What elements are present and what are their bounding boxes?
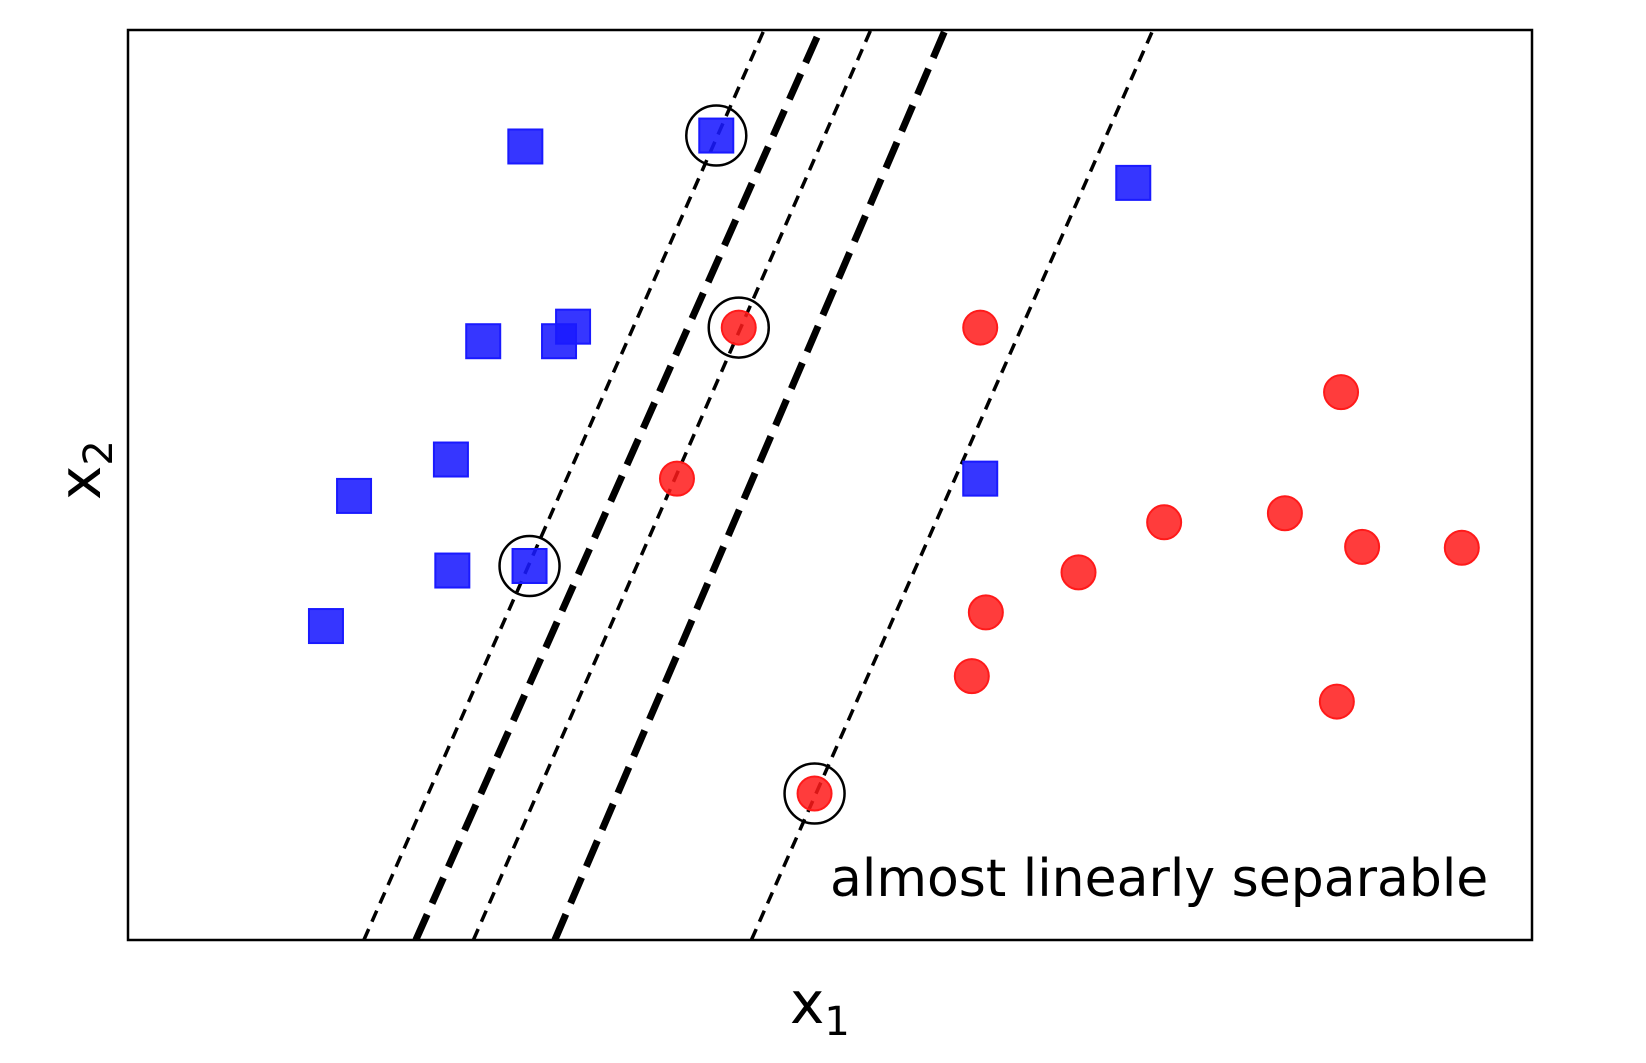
boundary-line-decision-b <box>551 30 949 940</box>
data-point-circle <box>1060 554 1097 591</box>
data-points <box>307 117 1480 812</box>
x-axis-label: x1 <box>790 969 850 1045</box>
data-point-circle <box>1443 529 1480 566</box>
data-point-square <box>465 323 502 360</box>
data-point-circle <box>1318 683 1355 720</box>
data-point-circle <box>967 594 1004 631</box>
data-point-square <box>511 547 548 584</box>
plot-frame <box>126 28 1534 942</box>
data-point-circle <box>962 309 999 346</box>
support-vector-ring <box>707 296 770 359</box>
boundary-line-decision-a <box>412 30 824 940</box>
x-axis-label-base: x <box>790 969 824 1037</box>
y-axis-label-base: x <box>46 466 114 500</box>
annotation-text: almost linearly separable <box>830 849 1488 909</box>
data-point-circle <box>1323 374 1360 411</box>
data-point-square <box>432 441 469 478</box>
data-point-square <box>507 128 544 165</box>
support-vector-ring <box>498 534 561 598</box>
y-axis-label-subscript: 2 <box>76 440 122 465</box>
data-point-square <box>1115 164 1152 201</box>
data-point-circle <box>1146 504 1183 541</box>
data-point-circle <box>796 775 833 812</box>
support-vector-ring <box>685 104 748 167</box>
data-point-circle <box>953 658 990 695</box>
boundary-lines <box>362 30 1155 940</box>
data-point-square <box>962 460 999 497</box>
y-axis-label: x2 <box>46 440 122 500</box>
data-point-square <box>336 477 373 514</box>
data-point-square <box>698 117 735 154</box>
boundary-line-margin-a-right <box>471 30 873 940</box>
data-point-square <box>434 552 471 589</box>
support-vector-rings <box>498 104 846 825</box>
data-point-circle <box>1266 495 1303 532</box>
data-point-square <box>307 608 344 645</box>
x-axis-label-subscript: 1 <box>824 999 849 1045</box>
support-vector-ring <box>783 762 846 825</box>
data-point-square <box>555 308 592 345</box>
data-point-circle <box>1344 528 1381 565</box>
data-point-circle <box>658 460 695 497</box>
data-point-circle <box>720 309 757 346</box>
boundary-line-margin-a-left <box>362 30 766 940</box>
